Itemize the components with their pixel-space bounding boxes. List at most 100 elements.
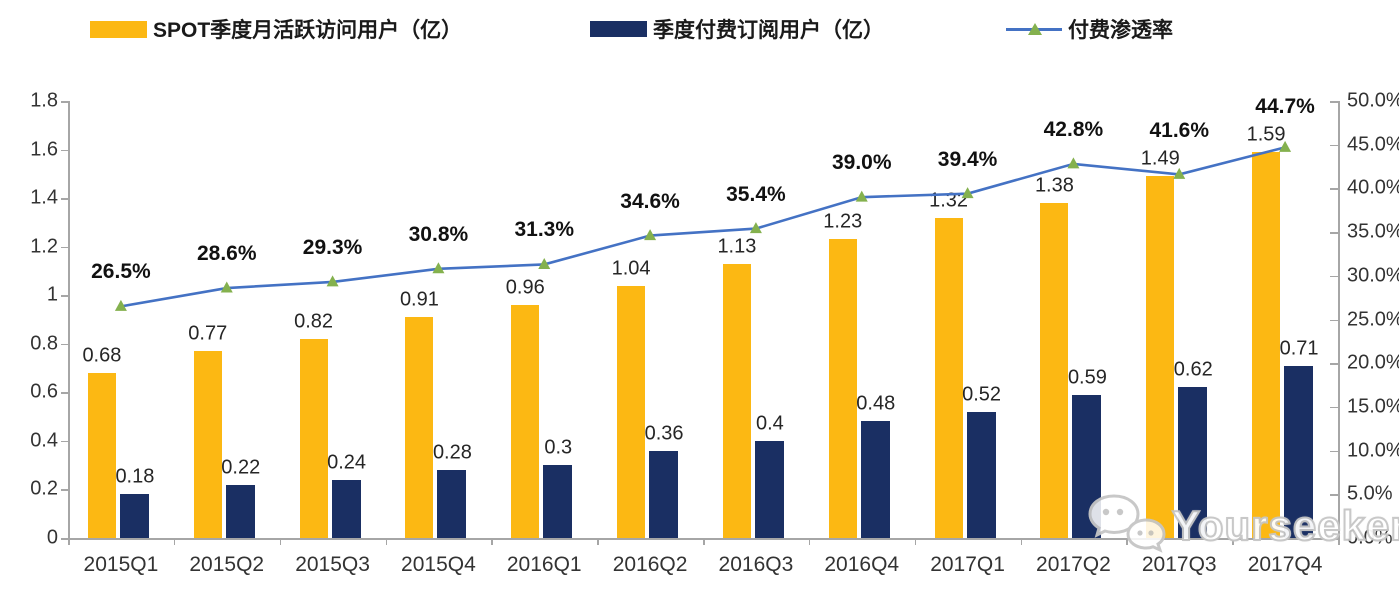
left-axis-tick-label: 1.6 bbox=[30, 138, 58, 161]
mau-bar bbox=[511, 304, 540, 538]
mau-bar bbox=[617, 285, 646, 538]
x-axis-category-label: 2015Q1 bbox=[83, 553, 159, 576]
left-axis-tick-label: 0.2 bbox=[30, 477, 58, 500]
penetration-value-label: 31.3% bbox=[514, 218, 575, 242]
triangle-marker-icon bbox=[1067, 157, 1080, 169]
paid-subs-bar bbox=[437, 470, 467, 538]
x-axis-category-label: 2016Q1 bbox=[506, 553, 582, 576]
mau-bar bbox=[828, 239, 857, 538]
mau-bar bbox=[722, 263, 751, 538]
triangle-marker-icon bbox=[220, 281, 233, 293]
mau-bar-value-label: 1.04 bbox=[611, 257, 651, 279]
x-axis-category-label: 2015Q2 bbox=[189, 553, 265, 576]
left-axis-line bbox=[68, 101, 70, 538]
paid-subs-bar bbox=[1178, 387, 1208, 538]
left-axis-tick bbox=[61, 101, 68, 103]
mau-legend-swatch bbox=[90, 20, 147, 38]
penetration-value-label: 30.8% bbox=[408, 222, 469, 246]
left-axis-tick bbox=[61, 489, 68, 491]
right-axis-tick bbox=[1330, 319, 1338, 321]
mau-bar-value-label: 1.23 bbox=[823, 210, 863, 233]
paid-subs-legend-label: 季度付费订阅用户（亿） bbox=[653, 19, 884, 42]
mau-bar-value-label: 0.68 bbox=[82, 344, 122, 367]
right-axis-tick-label: 30.0% bbox=[1347, 264, 1399, 287]
paid-subs-bar bbox=[331, 479, 361, 538]
paid-subs-bar-value-label: 0.62 bbox=[1173, 358, 1213, 381]
mau-bar bbox=[1040, 202, 1069, 538]
x-axis-category-label: 2016Q2 bbox=[612, 553, 688, 576]
mau-bar-value-label: 1.49 bbox=[1140, 147, 1180, 170]
x-axis-tick bbox=[173, 538, 176, 545]
left-axis-tick bbox=[61, 149, 68, 152]
right-axis-line bbox=[1338, 101, 1340, 538]
paid-subs-bar bbox=[225, 484, 255, 538]
penetration-value-label: 26.5% bbox=[91, 260, 151, 284]
legend-item-penetration: 付费渗透率 bbox=[1006, 16, 1173, 42]
triangle-marker-icon bbox=[855, 190, 868, 202]
paid-subs-legend-swatch bbox=[590, 21, 647, 37]
paid-subs-bar bbox=[543, 465, 573, 538]
mau-bar bbox=[299, 338, 328, 538]
paid-subs-bar bbox=[860, 421, 890, 538]
penetration-value-label: 41.6% bbox=[1149, 119, 1210, 143]
legend-item-mau: SPOT季度月活跃访问用户（亿） bbox=[90, 16, 462, 42]
penetration-value-label: 39.4% bbox=[937, 147, 998, 171]
x-axis-tick bbox=[279, 538, 282, 545]
paid-subs-bar-value-label: 0.24 bbox=[327, 451, 367, 474]
mau-bar-value-label: 1.38 bbox=[1034, 174, 1074, 197]
mau-bar bbox=[87, 372, 116, 538]
penetration-value-label: 29.3% bbox=[302, 235, 363, 259]
paid-subs-bar bbox=[966, 411, 996, 538]
triangle-marker-icon bbox=[432, 262, 445, 274]
left-axis-tick bbox=[61, 538, 68, 540]
mau-bar bbox=[1146, 176, 1175, 538]
triangle-marker-icon bbox=[538, 257, 551, 269]
penetration-value-label: 44.7% bbox=[1255, 94, 1315, 118]
penetration-value-label: 34.6% bbox=[620, 189, 680, 213]
penetration-value-label: 28.6% bbox=[196, 242, 257, 266]
wechat-bubbles-icon bbox=[1088, 494, 1166, 553]
x-axis-tick bbox=[914, 538, 917, 545]
x-axis-tick bbox=[1020, 538, 1022, 545]
mau-bar-value-label: 1.59 bbox=[1246, 123, 1286, 146]
paid-subs-bar-value-label: 0.52 bbox=[962, 383, 1002, 406]
x-axis-tick bbox=[1126, 538, 1128, 545]
paid-subs-bar-value-label: 0.36 bbox=[644, 422, 684, 445]
paid-subs-bar bbox=[1284, 365, 1314, 538]
mau-bar-value-label: 0.77 bbox=[188, 322, 228, 345]
x-axis-tick bbox=[703, 538, 705, 545]
paid-subs-bar-value-label: 0.22 bbox=[221, 456, 261, 479]
right-axis-tick bbox=[1330, 538, 1338, 540]
paid-subs-bar-value-label: 0.18 bbox=[115, 465, 155, 488]
left-axis-tick-label: 1.8 bbox=[30, 89, 58, 112]
right-axis-tick bbox=[1330, 101, 1338, 103]
mau-bar-value-label: 1.13 bbox=[717, 235, 757, 258]
left-axis-tick-label: 0.6 bbox=[30, 380, 58, 403]
left-axis-tick-label: 0 bbox=[46, 526, 58, 549]
right-axis-tick-label: 35.0% bbox=[1347, 220, 1399, 243]
right-axis-tick bbox=[1330, 232, 1338, 234]
right-axis-tick-label: 10.0% bbox=[1347, 439, 1399, 462]
mau-bar bbox=[405, 317, 434, 538]
x-axis-category-label: 2016Q3 bbox=[718, 553, 794, 576]
right-axis-tick bbox=[1330, 494, 1338, 496]
x-axis-category-label: 2016Q4 bbox=[824, 553, 900, 576]
x-axis-category-label: 2015Q4 bbox=[401, 553, 476, 576]
paid-subs-bar-value-label: 0.3 bbox=[544, 436, 573, 459]
right-axis-tick-label: 50.0% bbox=[1347, 89, 1399, 112]
mau-legend-label: SPOT季度月活跃访问用户（亿） bbox=[153, 19, 463, 42]
left-axis-tick bbox=[61, 198, 68, 200]
right-axis-tick-label: 25.0% bbox=[1347, 308, 1399, 330]
left-axis-tick-label: 1.4 bbox=[30, 186, 58, 209]
triangle-marker-icon bbox=[114, 299, 127, 311]
paid-subs-bar bbox=[119, 494, 149, 538]
left-axis-tick bbox=[61, 295, 68, 297]
x-axis-tick bbox=[491, 538, 493, 545]
watermark-text: Yourseeker bbox=[1171, 501, 1399, 550]
left-axis-tick bbox=[61, 392, 68, 394]
mau-bar-value-label: 0.96 bbox=[505, 276, 545, 299]
x-axis-category-label: 2017Q1 bbox=[930, 553, 1005, 576]
x-axis-category-label: 2017Q4 bbox=[1247, 553, 1323, 576]
paid-subs-bar-value-label: 0.4 bbox=[756, 412, 784, 435]
